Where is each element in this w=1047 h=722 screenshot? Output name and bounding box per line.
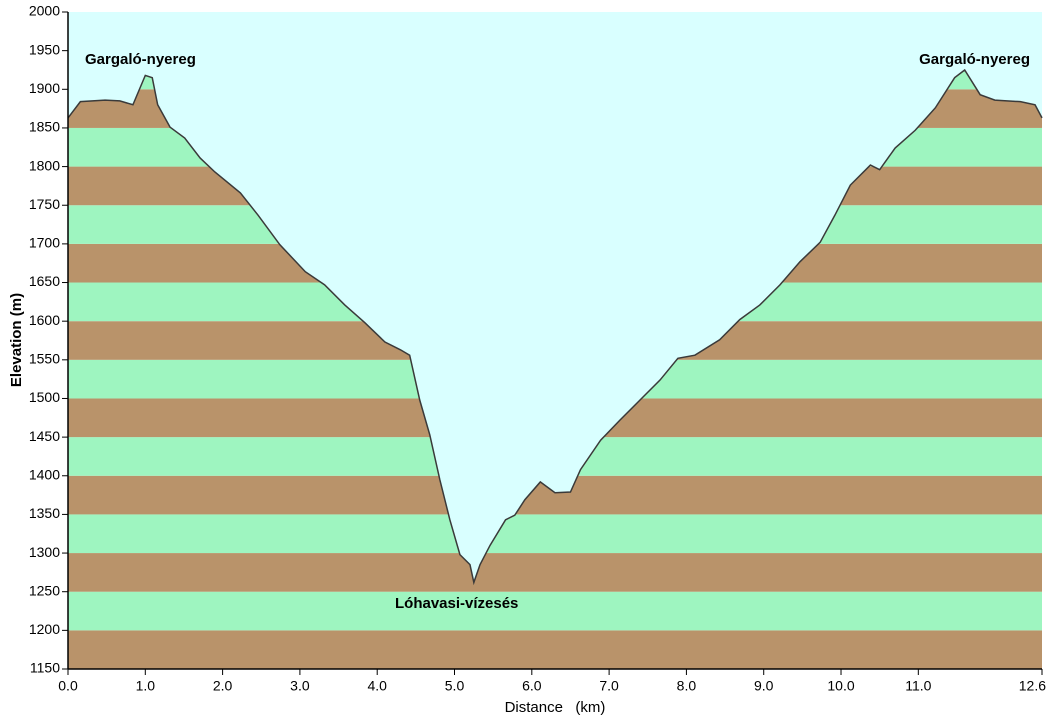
y-tick-label: 1900 bbox=[29, 80, 60, 96]
y-tick-label: 1150 bbox=[30, 660, 60, 676]
y-tick-label: 1350 bbox=[29, 505, 60, 521]
x-tick-label: 5.0 bbox=[445, 678, 465, 694]
y-tick-label: 1400 bbox=[29, 466, 60, 482]
annotation: Gargaló-nyereg bbox=[85, 51, 196, 68]
y-tick-label: 1550 bbox=[29, 351, 60, 367]
y-tick-label: 1500 bbox=[29, 389, 60, 405]
annotation: Lóhavasi-vízesés bbox=[395, 595, 518, 612]
x-tick-label: 6.0 bbox=[522, 678, 542, 694]
x-tick-label: 12.6 bbox=[1019, 678, 1046, 694]
x-tick-label: 0.0 bbox=[58, 678, 78, 694]
y-tick-label: 1300 bbox=[29, 544, 60, 560]
y-tick-label: 1850 bbox=[29, 119, 60, 135]
elevation-band bbox=[68, 630, 1042, 669]
x-tick-label: 2.0 bbox=[213, 678, 233, 694]
y-tick-label: 1250 bbox=[29, 582, 60, 598]
y-tick-label: 1800 bbox=[29, 157, 60, 173]
x-tick-label: 10.0 bbox=[827, 678, 854, 694]
x-tick-label: 7.0 bbox=[599, 678, 619, 694]
y-tick-label: 1600 bbox=[29, 312, 60, 328]
elevation-band bbox=[68, 514, 1042, 554]
sky bbox=[68, 12, 1042, 583]
x-tick-label: 9.0 bbox=[754, 678, 774, 694]
elevation-band bbox=[68, 553, 1042, 592]
x-tick-label: 11.0 bbox=[905, 678, 931, 694]
y-tick-label: 1200 bbox=[29, 621, 60, 637]
plot-area bbox=[67, 12, 1043, 669]
y-axis-label: Elevation (m) bbox=[8, 293, 25, 387]
y-tick-label: 1950 bbox=[29, 41, 60, 57]
profile-line bbox=[67, 68, 1043, 586]
y-tick-label: 1450 bbox=[29, 428, 60, 444]
y-tick-label: 1750 bbox=[29, 196, 60, 212]
y-tick-label: 1650 bbox=[29, 273, 60, 289]
y-tick-label: 2000 bbox=[29, 3, 60, 19]
x-tick-label: 1.0 bbox=[136, 678, 156, 694]
x-tick-label: 4.0 bbox=[367, 678, 387, 694]
elevation-band bbox=[68, 591, 1042, 631]
annotation: Gargaló-nyereg bbox=[919, 51, 1030, 68]
x-tick-label: 3.0 bbox=[290, 678, 310, 694]
x-tick-label: 8.0 bbox=[677, 678, 697, 694]
y-tick-label: 1700 bbox=[29, 235, 60, 251]
x-axis-label: Distance (km) bbox=[505, 699, 606, 716]
